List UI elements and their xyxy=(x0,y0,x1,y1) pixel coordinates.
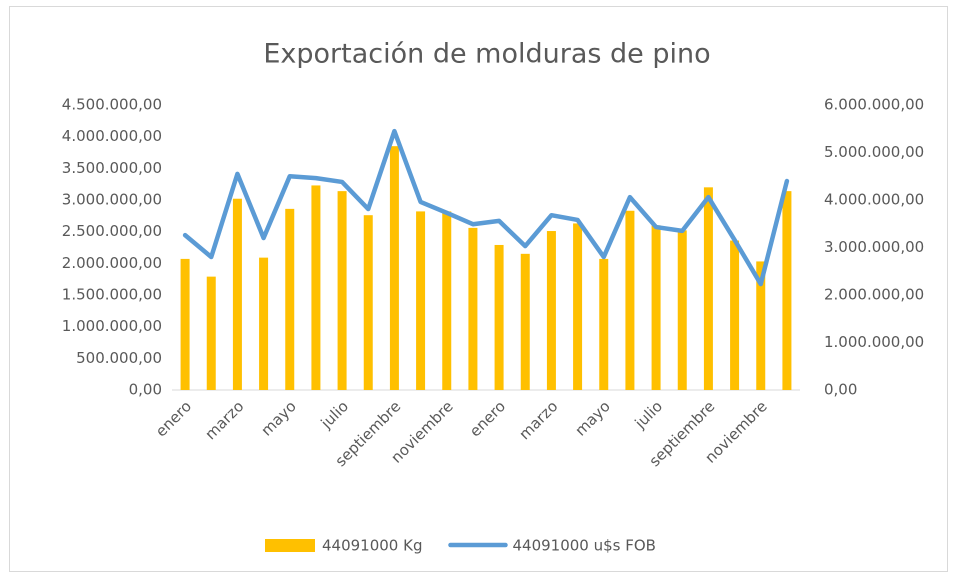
y-tick-label: 500.000,00 xyxy=(76,349,162,367)
bar xyxy=(677,230,687,390)
bar xyxy=(442,211,452,390)
bar xyxy=(625,210,635,390)
y2-tick-label: 1.000.000,00 xyxy=(824,333,924,351)
bar xyxy=(494,244,504,390)
y-tick-label: 2.000.000,00 xyxy=(62,254,162,272)
bar xyxy=(363,215,373,390)
bar xyxy=(180,258,190,390)
bar xyxy=(730,240,740,390)
y-tick-label: 2.500.000,00 xyxy=(62,222,162,240)
y-tick-label: 0,00 xyxy=(129,381,162,399)
bar xyxy=(206,276,216,390)
bar xyxy=(337,191,347,390)
y-tick-label: 3.000.000,00 xyxy=(62,191,162,209)
bar xyxy=(232,198,242,390)
legend-label: 44091000 Kg xyxy=(322,537,422,555)
y2-tick-label: 6.000.000,00 xyxy=(824,96,924,114)
y-tick-label: 4.500.000,00 xyxy=(62,96,162,114)
bar xyxy=(311,185,321,390)
bar xyxy=(416,211,426,390)
bar xyxy=(703,187,713,390)
y2-tick-label: 0,00 xyxy=(824,381,857,399)
y-tick-label: 1.500.000,00 xyxy=(62,286,162,304)
bar xyxy=(599,258,609,390)
bar xyxy=(573,223,583,390)
bar xyxy=(651,225,661,390)
bar xyxy=(389,146,399,390)
bar xyxy=(468,227,478,390)
line xyxy=(182,128,790,287)
y2-tick-label: 4.000.000,00 xyxy=(824,191,924,209)
y-tick-label: 4.000.000,00 xyxy=(62,127,162,145)
y2-tick-label: 5.000.000,00 xyxy=(824,143,924,161)
legend-swatch xyxy=(265,539,315,552)
bar xyxy=(285,208,295,390)
chart-title: Exportación de molduras de pino xyxy=(263,39,710,70)
y2-tick-label: 2.000.000,00 xyxy=(824,286,924,304)
bar xyxy=(756,261,766,390)
legend-label: 44091000 u$s FOB xyxy=(512,537,655,555)
y-tick-label: 3.500.000,00 xyxy=(62,159,162,177)
bar xyxy=(546,231,556,390)
bar xyxy=(782,191,792,390)
y-tick-label: 1.000.000,00 xyxy=(62,317,162,335)
y2-tick-label: 3.000.000,00 xyxy=(824,238,924,256)
bar xyxy=(520,253,530,390)
bar xyxy=(259,257,269,390)
